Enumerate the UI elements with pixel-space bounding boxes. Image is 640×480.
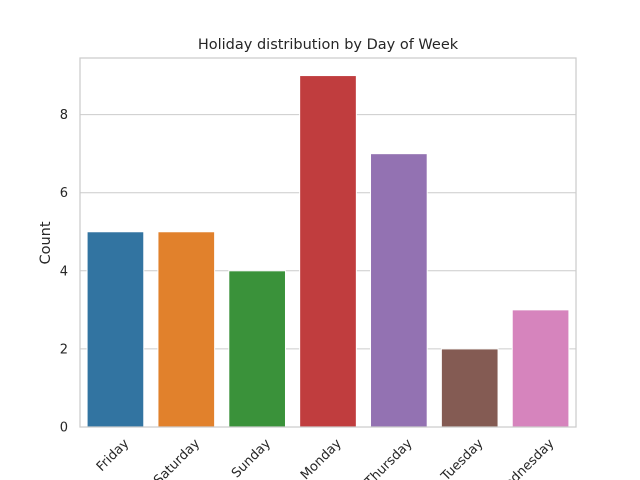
bar-tuesday xyxy=(440,348,499,428)
bar-friday xyxy=(86,231,145,428)
y-axis-label: Count xyxy=(38,221,54,264)
bar-thursday xyxy=(370,153,428,428)
y-tick-label: 8 xyxy=(60,108,68,123)
chart-title: Holiday distribution by Day of Week xyxy=(198,37,459,53)
y-tick-label: 6 xyxy=(60,186,68,201)
plot-frame xyxy=(79,57,577,428)
bar-sunday xyxy=(228,270,286,428)
bar-saturday xyxy=(157,231,216,428)
y-tick-label: 0 xyxy=(60,421,68,436)
bar-wednesday xyxy=(511,309,570,428)
bar-monday xyxy=(299,75,357,428)
y-tick-label: 4 xyxy=(60,264,68,279)
y-tick-labels: 0 2 4 6 8 xyxy=(60,108,68,435)
y-tick-label: 2 xyxy=(60,342,68,357)
bars xyxy=(86,75,570,428)
